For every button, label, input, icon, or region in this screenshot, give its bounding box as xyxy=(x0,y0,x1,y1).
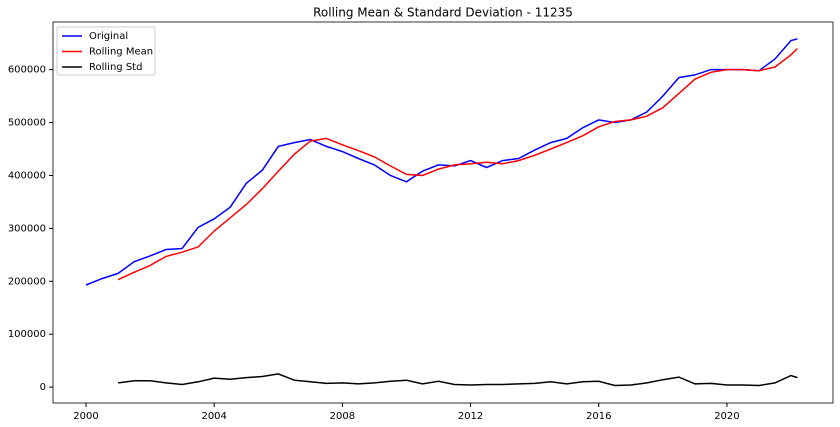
y-tick-label: 600000 xyxy=(8,65,46,76)
chart-title: Rolling Mean & Standard Deviation - 1123… xyxy=(313,6,573,20)
legend-label: Rolling Mean xyxy=(89,47,153,58)
x-tick-label: 2012 xyxy=(458,411,483,422)
x-tick-label: 2020 xyxy=(714,411,739,422)
y-tick-label: 300000 xyxy=(8,223,46,234)
legend-box xyxy=(56,26,156,76)
x-tick-label: 2016 xyxy=(586,411,611,422)
series-line xyxy=(117,47,798,281)
x-tick-label: 2000 xyxy=(73,411,98,422)
legend-label: Original xyxy=(89,31,128,42)
y-tick-label: 400000 xyxy=(8,170,46,181)
y-tick-label: 500000 xyxy=(8,118,46,129)
y-tick-label: 0 xyxy=(40,382,46,393)
y-tick-label: 100000 xyxy=(8,329,46,340)
series-line xyxy=(118,373,798,387)
legend-label: Rolling Std xyxy=(89,62,142,73)
plot-frame xyxy=(52,21,834,404)
x-tick-label: 2008 xyxy=(330,411,355,422)
y-tick-label: 200000 xyxy=(8,276,46,287)
series-line xyxy=(85,38,798,286)
x-tick-label: 2004 xyxy=(201,411,226,422)
